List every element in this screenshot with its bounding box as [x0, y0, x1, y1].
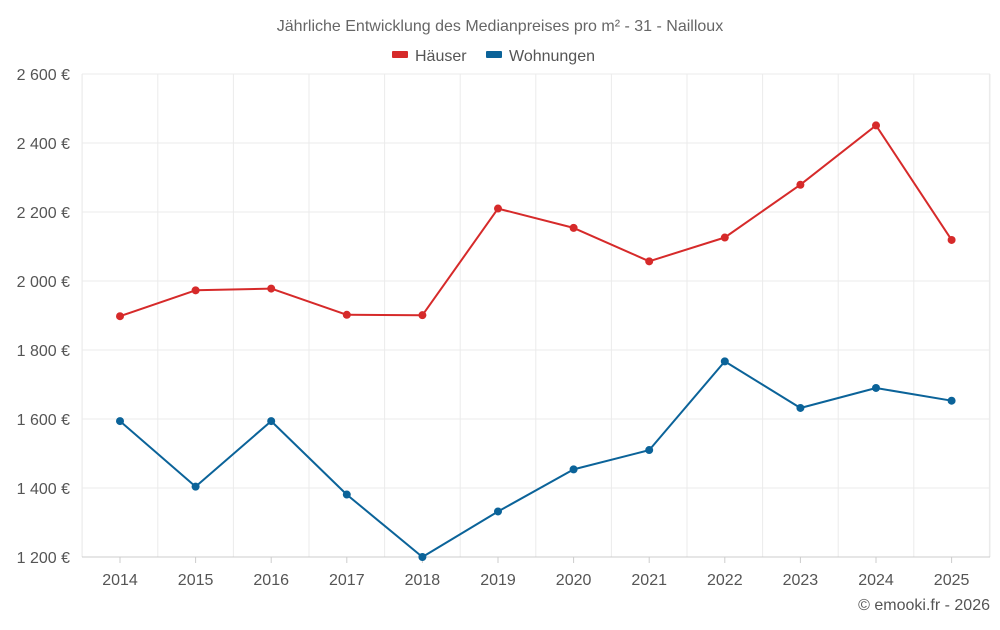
y-axis-ticks: 1 200 € 1 400 € 1 600 € 1 800 € 2 000 € 2 200… — [17, 67, 70, 567]
data-point-haeuser[interactable] — [494, 204, 502, 213]
x-axis-ticks: 2014 2015 2016 2017 2018 2019 2020 2021 2022 2023… — [102, 557, 969, 589]
y-tick-label: 2 600 € — [17, 67, 70, 84]
x-tick-label: 2020 — [556, 572, 592, 589]
data-point-wohnungen[interactable] — [796, 403, 805, 412]
legend-label-haeuser: Häuser — [415, 48, 467, 65]
data-point-haeuser[interactable] — [872, 121, 880, 130]
data-point-wohnungen[interactable] — [267, 417, 276, 426]
data-point-wohnungen[interactable] — [418, 553, 427, 561]
y-tick-label: 2 400 € — [17, 136, 70, 153]
y-tick-label: 1 400 € — [17, 481, 70, 498]
series-wohnungen — [116, 357, 956, 561]
legend-swatch-haeuser — [392, 51, 408, 58]
y-tick-label: 2 200 € — [17, 205, 70, 222]
data-point-wohnungen[interactable] — [645, 446, 654, 455]
chart-title: Jährliche Entwicklung des Medianpreises … — [277, 18, 723, 35]
x-tick-label: 2015 — [178, 572, 214, 589]
legend-swatch-wohnungen — [486, 51, 502, 58]
x-tick-label: 2014 — [102, 572, 138, 589]
x-tick-label: 2023 — [783, 572, 819, 589]
data-point-haeuser[interactable] — [267, 284, 276, 293]
series-line-haeuser — [119, 124, 953, 318]
legend-item-haeuser[interactable]: Häuser — [392, 48, 467, 65]
data-point-haeuser[interactable] — [191, 286, 200, 295]
data-point-haeuser[interactable] — [418, 311, 427, 320]
credit-text: © emooki.fr - 2026 — [858, 597, 990, 614]
x-tick-label: 2025 — [934, 572, 970, 589]
data-point-wohnungen[interactable] — [872, 383, 880, 392]
y-tick-label: 1 200 € — [17, 550, 70, 567]
data-point-wohnungen[interactable] — [720, 357, 729, 366]
data-point-haeuser[interactable] — [116, 312, 124, 321]
data-point-haeuser[interactable] — [796, 180, 805, 189]
x-tick-label: 2018 — [405, 572, 441, 589]
x-tick-label: 2024 — [858, 572, 894, 589]
y-tick-label: 1 800 € — [17, 343, 70, 360]
data-point-haeuser[interactable] — [342, 310, 351, 319]
series-haeuser — [116, 121, 956, 321]
data-point-wohnungen[interactable] — [569, 465, 578, 474]
data-point-wohnungen[interactable] — [947, 396, 956, 405]
x-tick-label: 2021 — [631, 572, 667, 589]
legend-item-wohnungen[interactable]: Wohnungen — [486, 48, 595, 65]
grid-vertical — [81, 74, 991, 557]
series-line-wohnungen — [119, 360, 952, 558]
x-tick-label: 2017 — [329, 572, 365, 589]
data-point-wohnungen[interactable] — [494, 507, 502, 516]
legend: Häuser Wohnungen — [392, 48, 595, 65]
data-point-haeuser[interactable] — [947, 235, 956, 244]
data-point-haeuser[interactable] — [569, 223, 578, 232]
data-point-haeuser[interactable] — [720, 233, 729, 242]
data-point-wohnungen[interactable] — [116, 417, 124, 426]
data-point-haeuser[interactable] — [645, 257, 654, 266]
x-tick-label: 2016 — [253, 572, 289, 589]
x-tick-label: 2022 — [707, 572, 743, 589]
data-point-wohnungen[interactable] — [342, 490, 351, 499]
data-point-wohnungen[interactable] — [191, 482, 200, 491]
y-tick-label: 1 600 € — [17, 412, 70, 429]
y-tick-label: 2 000 € — [17, 274, 70, 291]
x-tick-label: 2019 — [480, 572, 516, 589]
legend-label-wohnungen: Wohnungen — [509, 48, 595, 65]
series-layer — [116, 121, 956, 561]
